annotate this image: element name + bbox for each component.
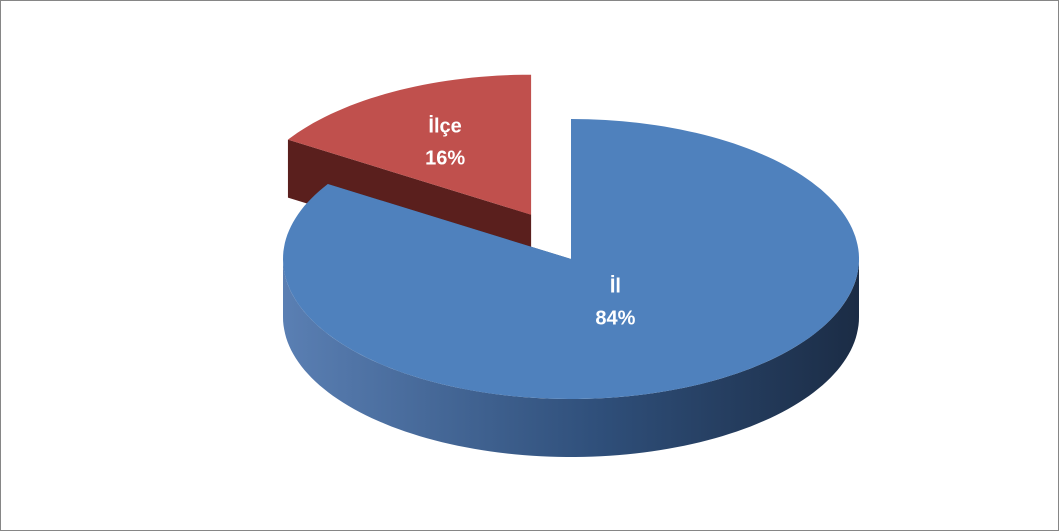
data-label-percent: 16% — [425, 148, 465, 170]
data-label-percent: 84% — [595, 307, 635, 329]
slice-top-face — [283, 119, 859, 399]
data-label-category: İlçe — [428, 115, 461, 138]
slice-side-wall — [283, 259, 859, 457]
slice-top-face — [287, 74, 532, 215]
data-label-category: İl — [610, 274, 621, 297]
pie-slice-il — [283, 119, 859, 457]
